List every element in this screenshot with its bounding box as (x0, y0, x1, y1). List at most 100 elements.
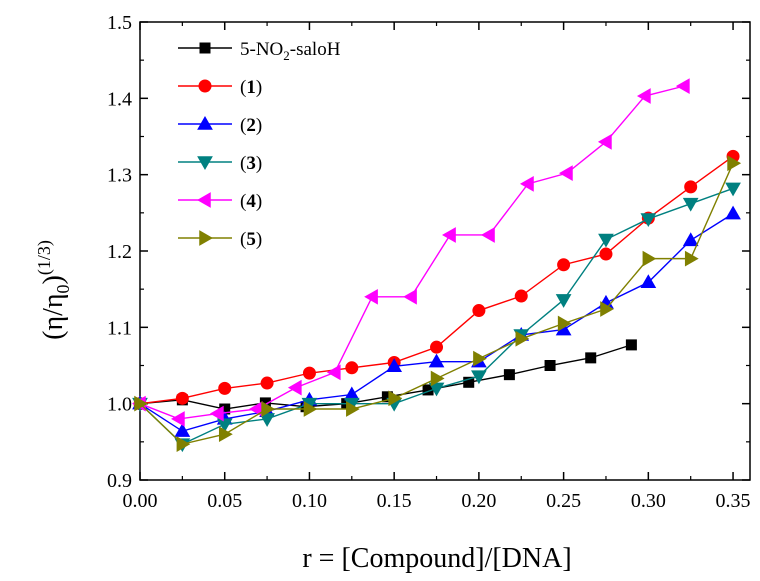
data-point (428, 353, 445, 368)
data-point (555, 294, 572, 308)
y-axis-title-close: ) (38, 275, 69, 284)
data-point (599, 247, 613, 261)
data-point (544, 360, 556, 371)
y-tick-label: 1.0 (107, 394, 132, 416)
data-point (636, 88, 651, 104)
series-line (139, 213, 734, 432)
legend-marker (197, 115, 213, 130)
legend-item: (5) (178, 229, 262, 250)
legend-label-text: ) (256, 153, 262, 174)
x-tick-label: 0.05 (207, 490, 242, 512)
data-point (514, 289, 528, 303)
data-point (725, 205, 741, 220)
data-point (428, 382, 445, 397)
data-point (345, 361, 359, 375)
legend-label: (5) (240, 229, 262, 250)
x-tick-label: 0.15 (377, 490, 412, 512)
data-point (481, 227, 495, 243)
x-tick-label: 0.35 (716, 490, 751, 512)
y-tick-label: 1.1 (107, 317, 132, 339)
data-point (642, 250, 657, 267)
data-point (174, 423, 191, 437)
data-point (600, 301, 614, 317)
y-axis-title-subscript: 0 (53, 284, 73, 293)
y-axis-title-open: (η/η (38, 293, 69, 339)
data-point (598, 233, 614, 248)
legend-label-number: 4 (246, 191, 256, 212)
y-tick-label: 0.9 (107, 470, 132, 492)
x-axis: 0.00 0.05 0.10 0.15 0.20 0.25 0.30 0.35 (123, 22, 751, 512)
legend-item: (2) (178, 115, 262, 136)
data-point (625, 339, 637, 351)
data-point (403, 288, 417, 305)
data-point (597, 133, 612, 150)
data-point (388, 390, 403, 407)
legend: 5-NO2-saloH(1)(2)(3)(4)(5) (178, 39, 341, 250)
legend-marker (199, 42, 211, 54)
data-point (471, 370, 487, 385)
series-0 (134, 339, 637, 415)
series-2 (132, 205, 741, 437)
legend-label-text: ( (240, 191, 246, 212)
legend-label-text: ( (240, 77, 246, 98)
y-axis-title-superscript: (1/3) (34, 240, 55, 275)
data-point (209, 405, 224, 422)
data-point (218, 381, 232, 395)
legend-label-number: 2 (246, 115, 256, 136)
legend-label-subscript: 2 (283, 48, 290, 63)
data-point (684, 250, 699, 267)
legend-label-text: ( (240, 115, 246, 136)
legend-label-number: 5 (246, 229, 256, 250)
data-point (364, 288, 378, 305)
x-tick-label: 0.25 (546, 490, 581, 512)
legend-label: (2) (240, 115, 262, 136)
data-point (302, 366, 316, 380)
data-point (473, 350, 487, 367)
legend-marker (198, 79, 212, 93)
data-point (585, 352, 597, 364)
data-point (557, 315, 572, 332)
data-point (727, 155, 742, 172)
x-tick-label: 0.00 (123, 490, 158, 512)
data-point (640, 274, 657, 289)
legend-label-text: ( (240, 229, 246, 250)
legend-marker (199, 230, 214, 246)
data-point (260, 376, 274, 390)
data-point (442, 227, 456, 243)
y-tick-label: 1.5 (107, 12, 132, 34)
data-point (520, 175, 534, 192)
y-axis-title: (η/η0)(1/3) (34, 240, 73, 340)
legend-label-text: ) (256, 229, 262, 250)
x-tick-label: 0.10 (292, 490, 327, 512)
legend-label: (3) (240, 153, 262, 174)
data-point (346, 401, 360, 417)
y-tick-label: 1.2 (107, 241, 132, 263)
y-tick-label: 1.3 (107, 165, 132, 187)
legend-marker (197, 156, 213, 171)
data-point (134, 395, 149, 412)
y-axis: 0.9 1.0 1.1 1.2 1.3 1.4 1.5 (107, 12, 750, 492)
data-point (675, 78, 690, 94)
data-point (287, 379, 302, 396)
y-tick-label: 1.4 (107, 88, 132, 110)
data-point (725, 182, 741, 197)
legend-label: (4) (240, 191, 262, 212)
data-point (503, 369, 515, 381)
legend-label-text: -saloH (290, 39, 341, 60)
legend-item: (3) (178, 153, 262, 174)
data-point (176, 436, 191, 452)
x-tick-label: 0.30 (631, 490, 666, 512)
series-layer (131, 78, 742, 453)
data-point (557, 258, 571, 272)
legend-item: (4) (178, 191, 262, 212)
legend-item: (1) (178, 77, 262, 98)
legend-label: 5-NO2-saloH (240, 39, 341, 63)
data-point (218, 426, 233, 443)
x-tick-label: 0.20 (461, 490, 496, 512)
data-point (472, 304, 486, 318)
x-axis-title: r = [Compound]/[DNA] (302, 543, 571, 574)
legend-item: 5-NO2-saloH (178, 39, 341, 63)
legend-label-number: 3 (246, 153, 256, 174)
legend-label-text: 5-NO (240, 39, 283, 60)
